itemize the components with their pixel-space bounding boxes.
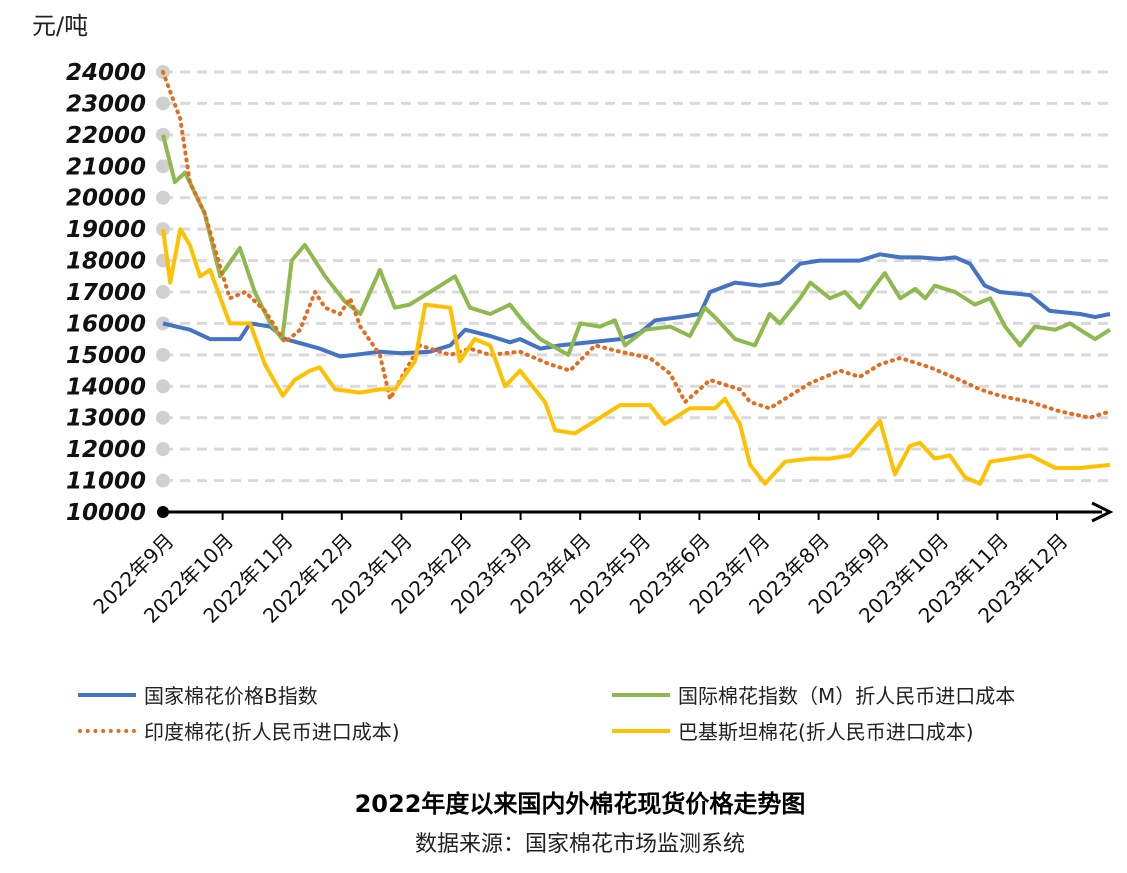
legend-label: 巴基斯坦棉花(折人民币进口成本) xyxy=(678,720,974,744)
series-line-3 xyxy=(161,227,1111,486)
x-axis-ticks: 2022年9月2022年10月2022年11月2022年12月2023年1月20… xyxy=(88,512,1073,628)
gridline-dot xyxy=(156,473,170,488)
y-axis-ticks: 10000 11000 12000 13000 14000 15000 16000 17000… xyxy=(66,60,146,526)
legend-swatch-orange xyxy=(78,728,136,733)
gridline-dot xyxy=(156,96,170,111)
y-tick-label: 21000 xyxy=(66,154,146,180)
series-lines xyxy=(161,70,1112,486)
series-line-0 xyxy=(162,252,1111,359)
legend-swatch-blue xyxy=(78,692,136,697)
legend-item-india: 印度棉花(折人民币进口成本) xyxy=(78,716,400,745)
series-line-2 xyxy=(161,70,1112,420)
legend-swatch-green xyxy=(612,692,670,697)
series-line-1 xyxy=(161,134,1112,357)
gridline-dot xyxy=(156,190,170,205)
y-tick-label: 23000 xyxy=(66,91,146,117)
y-tick-label: 11000 xyxy=(66,469,146,495)
y-axis-unit-label: 元/吨 xyxy=(32,12,89,40)
gridlines xyxy=(156,65,1112,488)
legend-label: 国家棉花价格B指数 xyxy=(144,684,318,708)
legend-item-pakistan: 巴基斯坦棉花(折人民币进口成本) xyxy=(612,716,974,745)
y-tick-label: 10000 xyxy=(66,500,146,526)
gridline-dot xyxy=(156,285,170,299)
y-tick-label: 18000 xyxy=(66,249,146,275)
chart-title: 2022年度以来国内外棉花现货价格走势图 xyxy=(354,790,806,818)
x-axis-arrow xyxy=(1091,501,1114,523)
legend-label: 印度棉花(折人民币进口成本) xyxy=(144,720,400,744)
legend-item-m-index: 国际棉花指数（M）折人民币进口成本 xyxy=(612,680,1015,709)
gridline-dot xyxy=(156,127,170,142)
gridline-dot xyxy=(156,347,170,362)
y-tick-label: 17000 xyxy=(66,280,146,306)
y-tick-label: 12000 xyxy=(66,437,146,463)
gridline-dot xyxy=(156,442,170,457)
gridline-dot xyxy=(156,159,170,174)
y-tick-label: 20000 xyxy=(66,186,146,212)
y-tick-label: 22000 xyxy=(66,123,146,149)
gridline-dot xyxy=(156,379,170,394)
y-tick-label: 24000 xyxy=(66,60,146,86)
y-tick-label: 14000 xyxy=(66,374,146,400)
legend-swatch-yellow xyxy=(612,728,670,733)
gridline-dot xyxy=(156,410,170,425)
origin-dot xyxy=(157,506,169,518)
y-tick-label: 13000 xyxy=(66,406,146,432)
y-tick-label: 15000 xyxy=(66,343,146,369)
y-tick-label: 16000 xyxy=(66,311,146,337)
chart-source: 数据来源：国家棉花市场监测系统 xyxy=(414,832,745,857)
legend-label: 国际棉花指数（M）折人民币进口成本 xyxy=(678,684,1016,708)
x-axis xyxy=(157,501,1114,523)
y-tick-label: 19000 xyxy=(66,217,146,243)
legend-item-b-index: 国家棉花价格B指数 xyxy=(78,680,318,709)
